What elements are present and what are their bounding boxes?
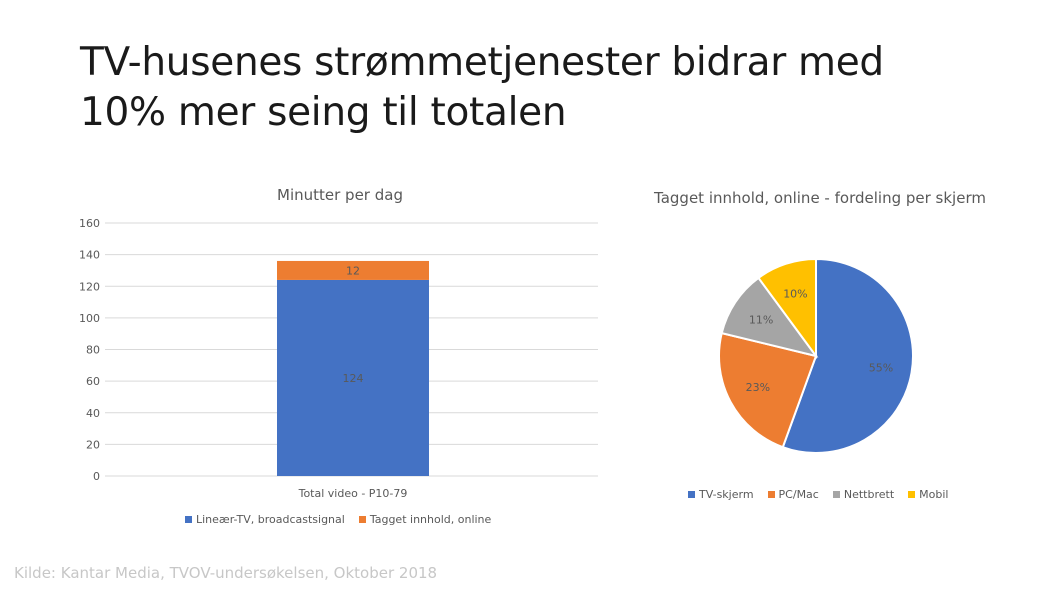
pie-slice-label: 55% [869,361,893,374]
slide-title-line-2: 10% mer seing til totalen [80,90,567,135]
legend-item: Lineær-TV, broadcastsignal [185,513,345,526]
pie-slice [757,257,817,360]
bar-chart-legend: Lineær-TV, broadcastsignal Tagget innhold… [185,513,505,526]
legend-item: TV-skjerm [688,488,754,501]
legend-swatch [358,516,366,523]
legend-swatch [767,491,775,498]
bar-segment [277,260,429,280]
slide-title-line-1: TV-husenes strømmetjenester bidrar med [80,40,884,85]
pie-slice [720,276,819,358]
legend-label: Lineær-TV, broadcastsignal [196,513,345,526]
y-tick-label: 100 [79,312,100,325]
pie-slice-label: 23% [746,381,770,394]
legend-label: Nettbrett [843,488,895,501]
y-tick-label: 20 [86,438,100,451]
legend-swatch [688,491,695,498]
legend-item: Mobil [908,488,948,501]
y-tick-label: 120 [79,280,100,293]
legend-label: TV-skjerm [699,488,754,501]
pie-chart-title: Tagget innhold, online - fordeling per s… [654,189,986,207]
legend-label: Tagget innhold, online [369,513,492,526]
legend-item: Nettbrett [832,488,895,501]
pie-slice-label: 11% [749,313,773,326]
slide-title: TV-husenes strømmetjenester bidrar med 1… [80,38,980,138]
legend-swatch [185,516,192,523]
y-tick-label: 140 [79,249,100,262]
y-tick-label: 80 [86,344,100,357]
legend-label: PC/Mac [778,488,819,501]
source-note: Kilde: Kantar Media, TVOV-undersøkelsen,… [14,564,438,582]
legend-item: PC/Mac [767,488,819,501]
y-tick-label: 0 [93,470,100,483]
legend-swatch [832,491,840,498]
y-tick-label: 60 [86,375,100,388]
y-tick-label: 160 [79,217,100,230]
legend-swatch [908,491,916,498]
data-label: 12 [346,264,360,277]
pie-slice-label: 10% [783,287,807,300]
legend-item: Tagget innhold, online [358,513,492,526]
bar-chart-title: Minutter per dag [277,186,403,204]
pie-slice [781,257,914,454]
data-label: 124 [343,372,364,385]
x-category-label: Total video - P10-79 [298,487,408,500]
bar-segment [277,279,429,476]
y-tick-label: 40 [86,407,100,420]
legend-label: Mobil [919,488,949,501]
pie-chart-legend: TV-skjerm PC/Mac Nettbrett Mobil [688,488,962,501]
pie-slice [718,331,818,449]
